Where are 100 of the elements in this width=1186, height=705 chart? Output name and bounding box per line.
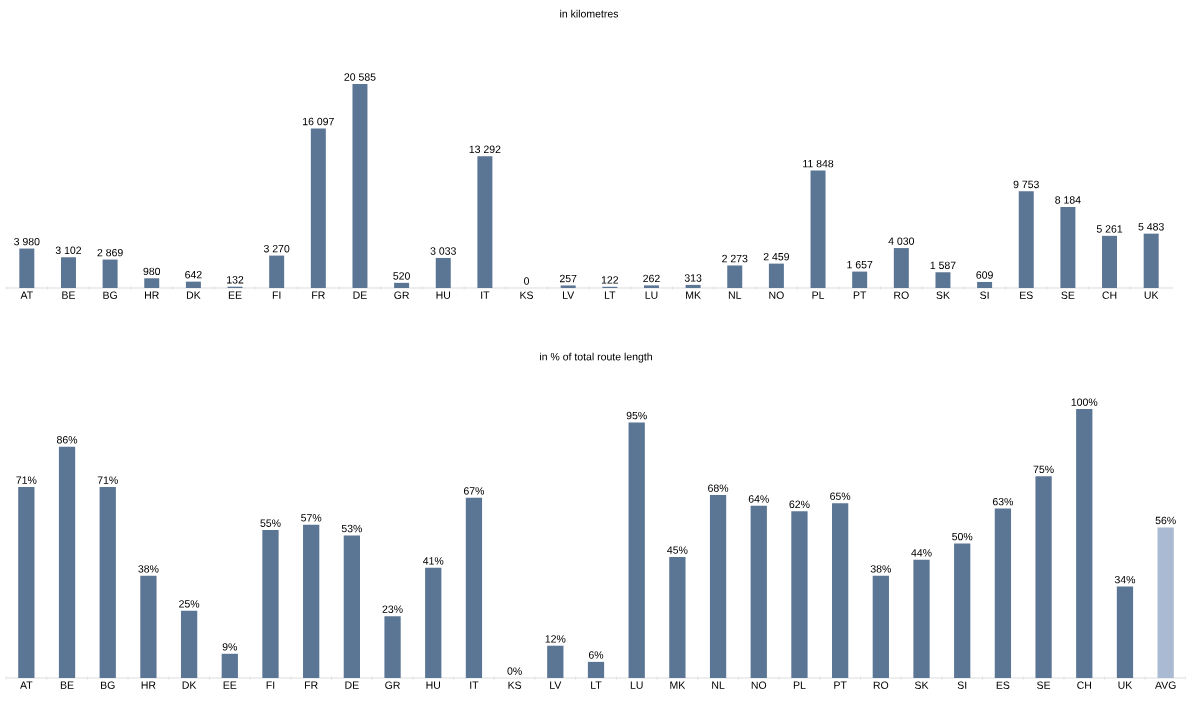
data-label: 122	[601, 276, 619, 284]
bar	[1060, 206, 1076, 288]
x-tick-label: LT	[591, 681, 602, 689]
data-label: 38%	[870, 565, 891, 573]
data-label: 95%	[626, 411, 647, 420]
data-label: 45%	[667, 546, 688, 554]
data-label: 980	[143, 267, 161, 276]
bar	[1035, 476, 1052, 678]
x-tick-label: RO	[873, 681, 889, 689]
x-tick-label: LV	[563, 291, 575, 299]
x-tick-label: MK	[670, 681, 686, 689]
x-tick-label: KS	[520, 291, 534, 299]
x-tick-label: LV	[550, 681, 562, 689]
data-label: 3 270	[263, 244, 290, 253]
bar	[768, 263, 784, 288]
bar	[303, 524, 320, 678]
data-label: 132	[227, 276, 244, 284]
data-label: 8 184	[1055, 196, 1081, 204]
data-label: 609	[976, 271, 993, 279]
x-tick-label: IT	[470, 681, 479, 689]
bar	[1102, 235, 1118, 288]
data-label: 63%	[992, 497, 1014, 506]
x-tick-label: HU	[436, 291, 451, 299]
data-label: 53%	[341, 524, 362, 533]
bar	[913, 559, 930, 678]
data-label: 13 292	[469, 145, 501, 154]
x-tick-label: MK	[686, 291, 701, 299]
bar	[140, 575, 157, 678]
data-label: 0	[524, 277, 530, 285]
data-label: 100%	[1071, 398, 1098, 406]
bar	[1018, 191, 1034, 288]
data-label: 1 587	[930, 261, 956, 270]
bar	[384, 616, 401, 678]
data-label: 4 030	[888, 237, 915, 245]
data-label: 262	[643, 274, 660, 283]
x-tick-label: EE	[223, 681, 237, 689]
data-label: 38%	[138, 565, 159, 573]
bar	[1076, 409, 1093, 678]
data-label: 257	[559, 274, 577, 283]
x-tick-label: LU	[645, 291, 658, 299]
data-label: 12%	[545, 635, 566, 643]
data-label: 50%	[952, 532, 973, 541]
x-tick-label: AT	[20, 681, 33, 689]
x-tick-label: FI	[266, 681, 275, 689]
x-tick-label: NO	[751, 681, 767, 689]
x-tick-label: NL	[728, 291, 742, 299]
bar	[832, 503, 849, 678]
data-label: 34%	[1114, 575, 1136, 584]
bar	[1157, 527, 1174, 678]
x-tick-label: LT	[604, 291, 616, 299]
data-label: 1 657	[847, 260, 873, 269]
x-tick-label: FI	[272, 291, 281, 299]
x-tick-label: ES	[996, 681, 1010, 689]
data-label: 41%	[422, 557, 444, 565]
x-tick-label: BG	[103, 291, 117, 299]
bar	[560, 285, 576, 288]
x-tick-label: NO	[769, 291, 784, 299]
x-tick-label: PT	[853, 291, 867, 299]
data-label: 16 097	[303, 117, 334, 126]
x-tick-label: DK	[182, 681, 197, 689]
data-label: 67%	[463, 487, 485, 495]
x-tick-label: FR	[312, 291, 325, 299]
bar	[709, 495, 727, 678]
x-tick-label: SK	[936, 291, 950, 299]
x-tick-label: RO	[894, 291, 909, 299]
x-tick-label: AVG	[1154, 681, 1176, 689]
x-tick-label: GR	[385, 681, 400, 689]
bar	[18, 487, 35, 678]
x-tick-label: GR	[394, 291, 409, 299]
bar	[750, 505, 767, 678]
bar	[810, 170, 826, 288]
x-tick-label: ES	[1020, 291, 1033, 299]
data-label: 64%	[748, 495, 769, 503]
bar	[954, 543, 971, 678]
x-tick-label: SE	[1037, 681, 1051, 689]
bar	[872, 575, 889, 678]
bar	[893, 248, 909, 288]
chart-title: in kilometres	[560, 9, 619, 18]
data-label: 9%	[222, 643, 238, 651]
bar	[1116, 586, 1134, 678]
bar	[343, 535, 360, 678]
bar	[465, 497, 483, 678]
x-tick-label: SI	[957, 681, 967, 689]
data-label: 3 033	[430, 247, 456, 255]
bar	[727, 265, 743, 288]
bar	[669, 556, 686, 678]
bar	[477, 156, 493, 288]
data-label: 2 459	[763, 252, 790, 261]
x-tick-label: KS	[508, 681, 522, 689]
chart-title: in % of total route length	[540, 352, 652, 363]
data-label: 23%	[382, 605, 403, 613]
bar	[185, 281, 201, 288]
x-tick-label: UK	[1118, 681, 1133, 689]
x-tick-label: HR	[145, 291, 159, 299]
x-tick-label: PT	[834, 681, 847, 689]
x-tick-label: IT	[481, 291, 490, 299]
x-tick-label: DE	[353, 291, 367, 299]
bar	[99, 487, 116, 678]
data-label: 20 585	[344, 73, 376, 81]
data-label: 75%	[1033, 465, 1054, 474]
